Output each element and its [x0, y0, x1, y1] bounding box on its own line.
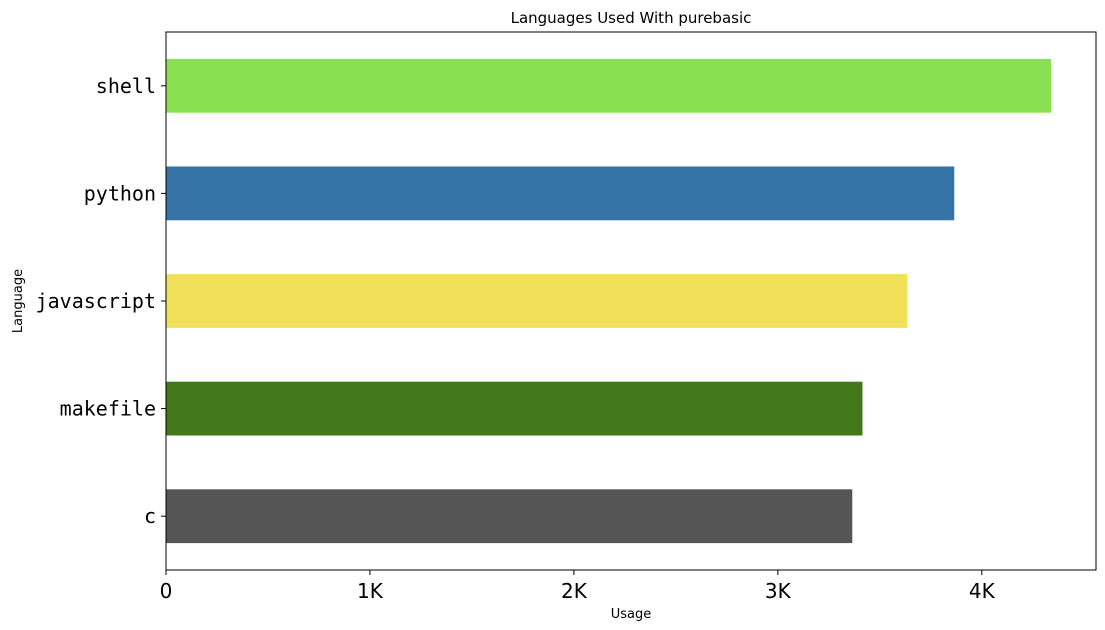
plot-frame: [165, 31, 1097, 571]
y-tick-label-shell: shell: [96, 74, 156, 98]
chart-title: Languages Used With purebasic: [511, 9, 752, 27]
bar-makefile: [166, 381, 863, 436]
bar-javascript: [166, 274, 908, 328]
y-axis-ticks: shell python javascript makefile c: [36, 74, 166, 528]
bars-group: [166, 58, 1052, 544]
bar-python: [166, 166, 955, 221]
bar-shell: [166, 58, 1052, 113]
x-tick-label: 4K: [969, 579, 996, 603]
x-tick-label: 2K: [561, 579, 588, 603]
x-tick-label: 0: [160, 579, 173, 603]
bar-c: [166, 489, 853, 544]
y-tick-label-javascript: javascript: [36, 289, 156, 313]
x-axis-ticks: 0 1K 2K 3K 4K: [160, 570, 996, 603]
x-tick-label: 1K: [357, 579, 384, 603]
y-axis-label: Language: [11, 269, 26, 333]
x-axis-label: Usage: [611, 607, 652, 622]
y-tick-label-c: c: [144, 504, 156, 528]
y-tick-label-python: python: [84, 181, 156, 205]
y-tick-label-makefile: makefile: [60, 397, 156, 421]
x-tick-label: 3K: [765, 579, 792, 603]
